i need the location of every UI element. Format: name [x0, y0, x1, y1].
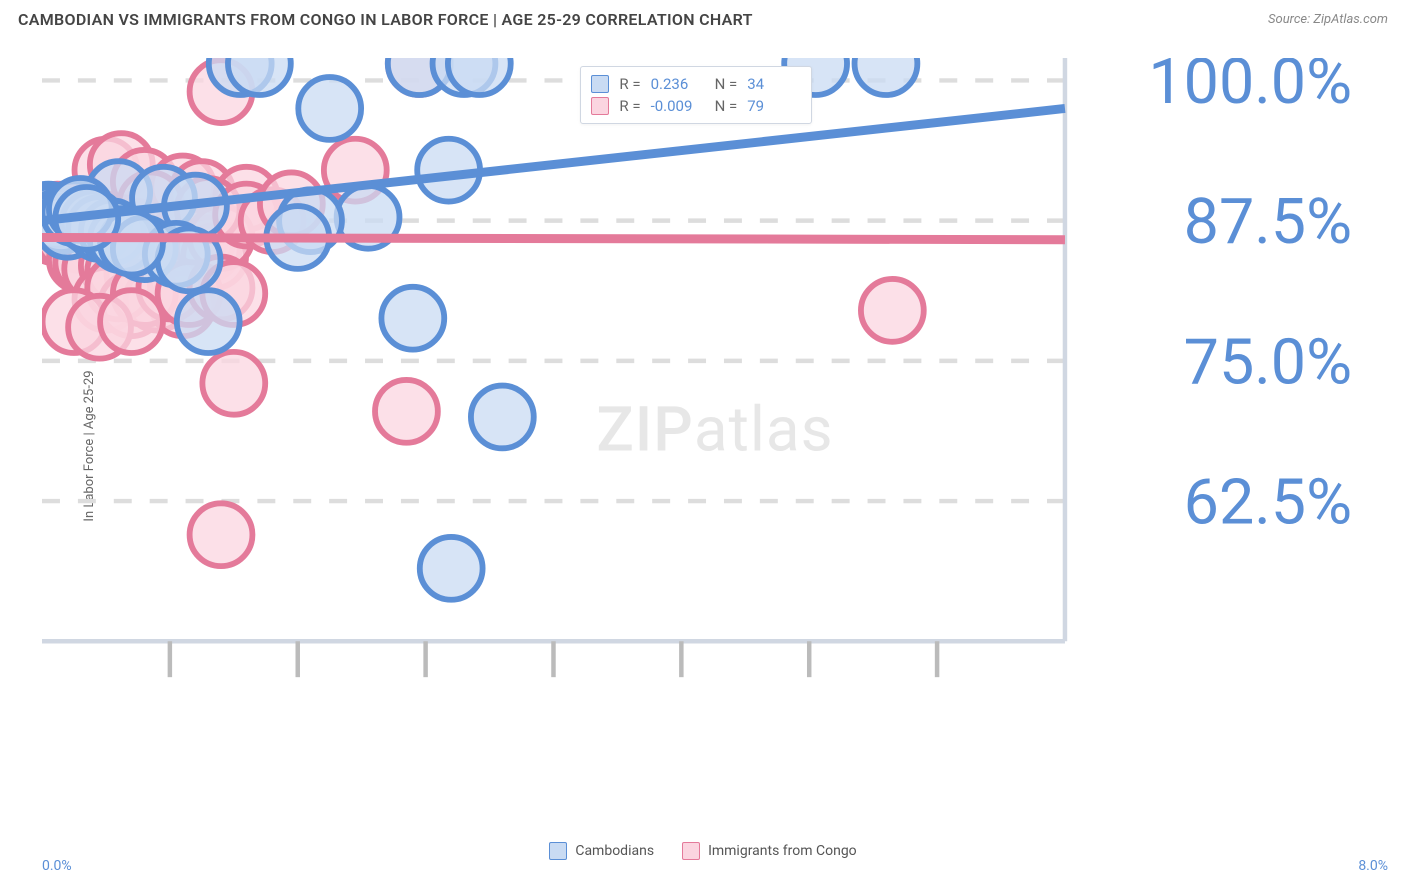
n-label: N = — [715, 75, 738, 93]
legend-swatch — [591, 97, 609, 115]
r-value: -0.009 — [651, 97, 705, 115]
n-value: 34 — [747, 75, 801, 93]
x-min-label: 0.0% — [42, 858, 72, 874]
svg-text:87.5%: 87.5% — [1184, 186, 1352, 259]
chart-title: CAMBODIAN VS IMMIGRANTS FROM CONGO IN LA… — [18, 10, 753, 29]
r-label: R = — [619, 75, 640, 93]
legend-stat-row: R = 0.236 N = 34 — [591, 73, 801, 95]
x-axis-range: 0.0% 8.0% — [42, 858, 1388, 874]
r-value: 0.236 — [651, 75, 705, 93]
scatter-plot: 62.5% 75.0% 87.5% 100.0% — [42, 58, 1388, 731]
svg-text:62.5%: 62.5% — [1184, 466, 1352, 539]
n-label: N = — [715, 97, 738, 115]
source-label: Source: ZipAtlas.com — [1268, 12, 1388, 27]
legend-label: Immigrants from Congo — [708, 843, 857, 859]
svg-text:100.0%: 100.0% — [1148, 58, 1352, 119]
svg-text:75.0%: 75.0% — [1184, 326, 1352, 399]
chart-area: In Labor Force | Age 25-29 62.5%75.0%87.… — [42, 58, 1388, 834]
legend-stat-row: R = -0.009 N = 79 — [591, 95, 801, 117]
legend-label: Cambodians — [575, 843, 654, 859]
n-value: 79 — [747, 97, 801, 115]
correlation-legend: R = 0.236 N = 34 R = -0.009 N = 79 — [580, 66, 812, 124]
x-max-label: 8.0% — [1358, 858, 1388, 874]
legend-swatch — [591, 75, 609, 93]
r-label: R = — [619, 97, 640, 115]
